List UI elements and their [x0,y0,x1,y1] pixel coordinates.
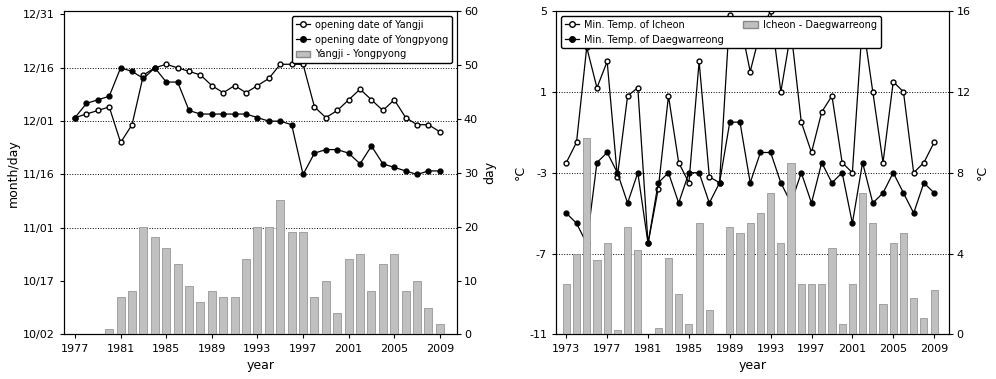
Bar [378,265,386,335]
Bar [818,284,826,335]
Bar [185,286,193,335]
Y-axis label: °C: °C [976,165,989,180]
Bar [736,233,744,335]
Bar [920,318,927,335]
Bar [162,248,170,335]
X-axis label: year: year [246,359,274,372]
Bar [614,330,621,335]
Bar [829,247,836,335]
Y-axis label: day: day [484,161,497,184]
Bar [757,213,764,335]
Bar [311,297,319,335]
Bar [930,290,937,335]
Bar [106,329,114,335]
Bar [685,324,692,335]
Bar [288,232,296,335]
Bar [196,302,204,335]
Bar [390,254,398,335]
Bar [322,280,330,335]
Bar [573,254,580,335]
Bar [879,304,886,335]
Bar [767,193,774,335]
Bar [231,297,239,335]
Bar [128,291,136,335]
Bar [276,200,284,335]
Legend: opening date of Yangji, opening date of Yongpyong, Yangji - Yongpyong: opening date of Yangji, opening date of … [292,16,452,63]
Legend: Min. Temp. of Icheon, Min. Temp. of Daegwarreong, Icheon - Daegwarreong: Min. Temp. of Icheon, Min. Temp. of Daeg… [561,16,880,49]
Bar [563,284,570,335]
Bar [706,310,713,335]
Bar [675,294,682,335]
Bar [788,163,795,335]
Bar [665,258,672,335]
Bar [910,298,917,335]
Bar [899,233,907,335]
Bar [889,243,896,335]
Bar [777,243,785,335]
Bar [849,284,856,335]
Bar [839,324,846,335]
Bar [624,227,631,335]
Y-axis label: °C: °C [513,165,526,180]
Bar [253,227,261,335]
Bar [401,291,409,335]
Y-axis label: month/day: month/day [7,139,20,207]
Bar [413,280,421,335]
X-axis label: year: year [739,359,767,372]
Bar [368,291,375,335]
Bar [424,307,432,335]
Bar [634,249,641,335]
Bar [299,232,307,335]
Bar [345,259,353,335]
Bar [604,243,611,335]
Bar [139,227,147,335]
Bar [242,259,250,335]
Bar [583,138,591,335]
Bar [798,284,805,335]
Bar [695,223,703,335]
Bar [265,227,273,335]
Bar [747,223,754,335]
Bar [150,237,158,335]
Bar [117,297,124,335]
Bar [654,329,661,335]
Bar [357,254,365,335]
Bar [859,193,867,335]
Bar [173,265,181,335]
Bar [808,284,815,335]
Bar [594,260,601,335]
Bar [219,297,227,335]
Bar [436,324,444,335]
Bar [334,313,342,335]
Bar [726,227,733,335]
Bar [208,291,216,335]
Bar [870,223,876,335]
